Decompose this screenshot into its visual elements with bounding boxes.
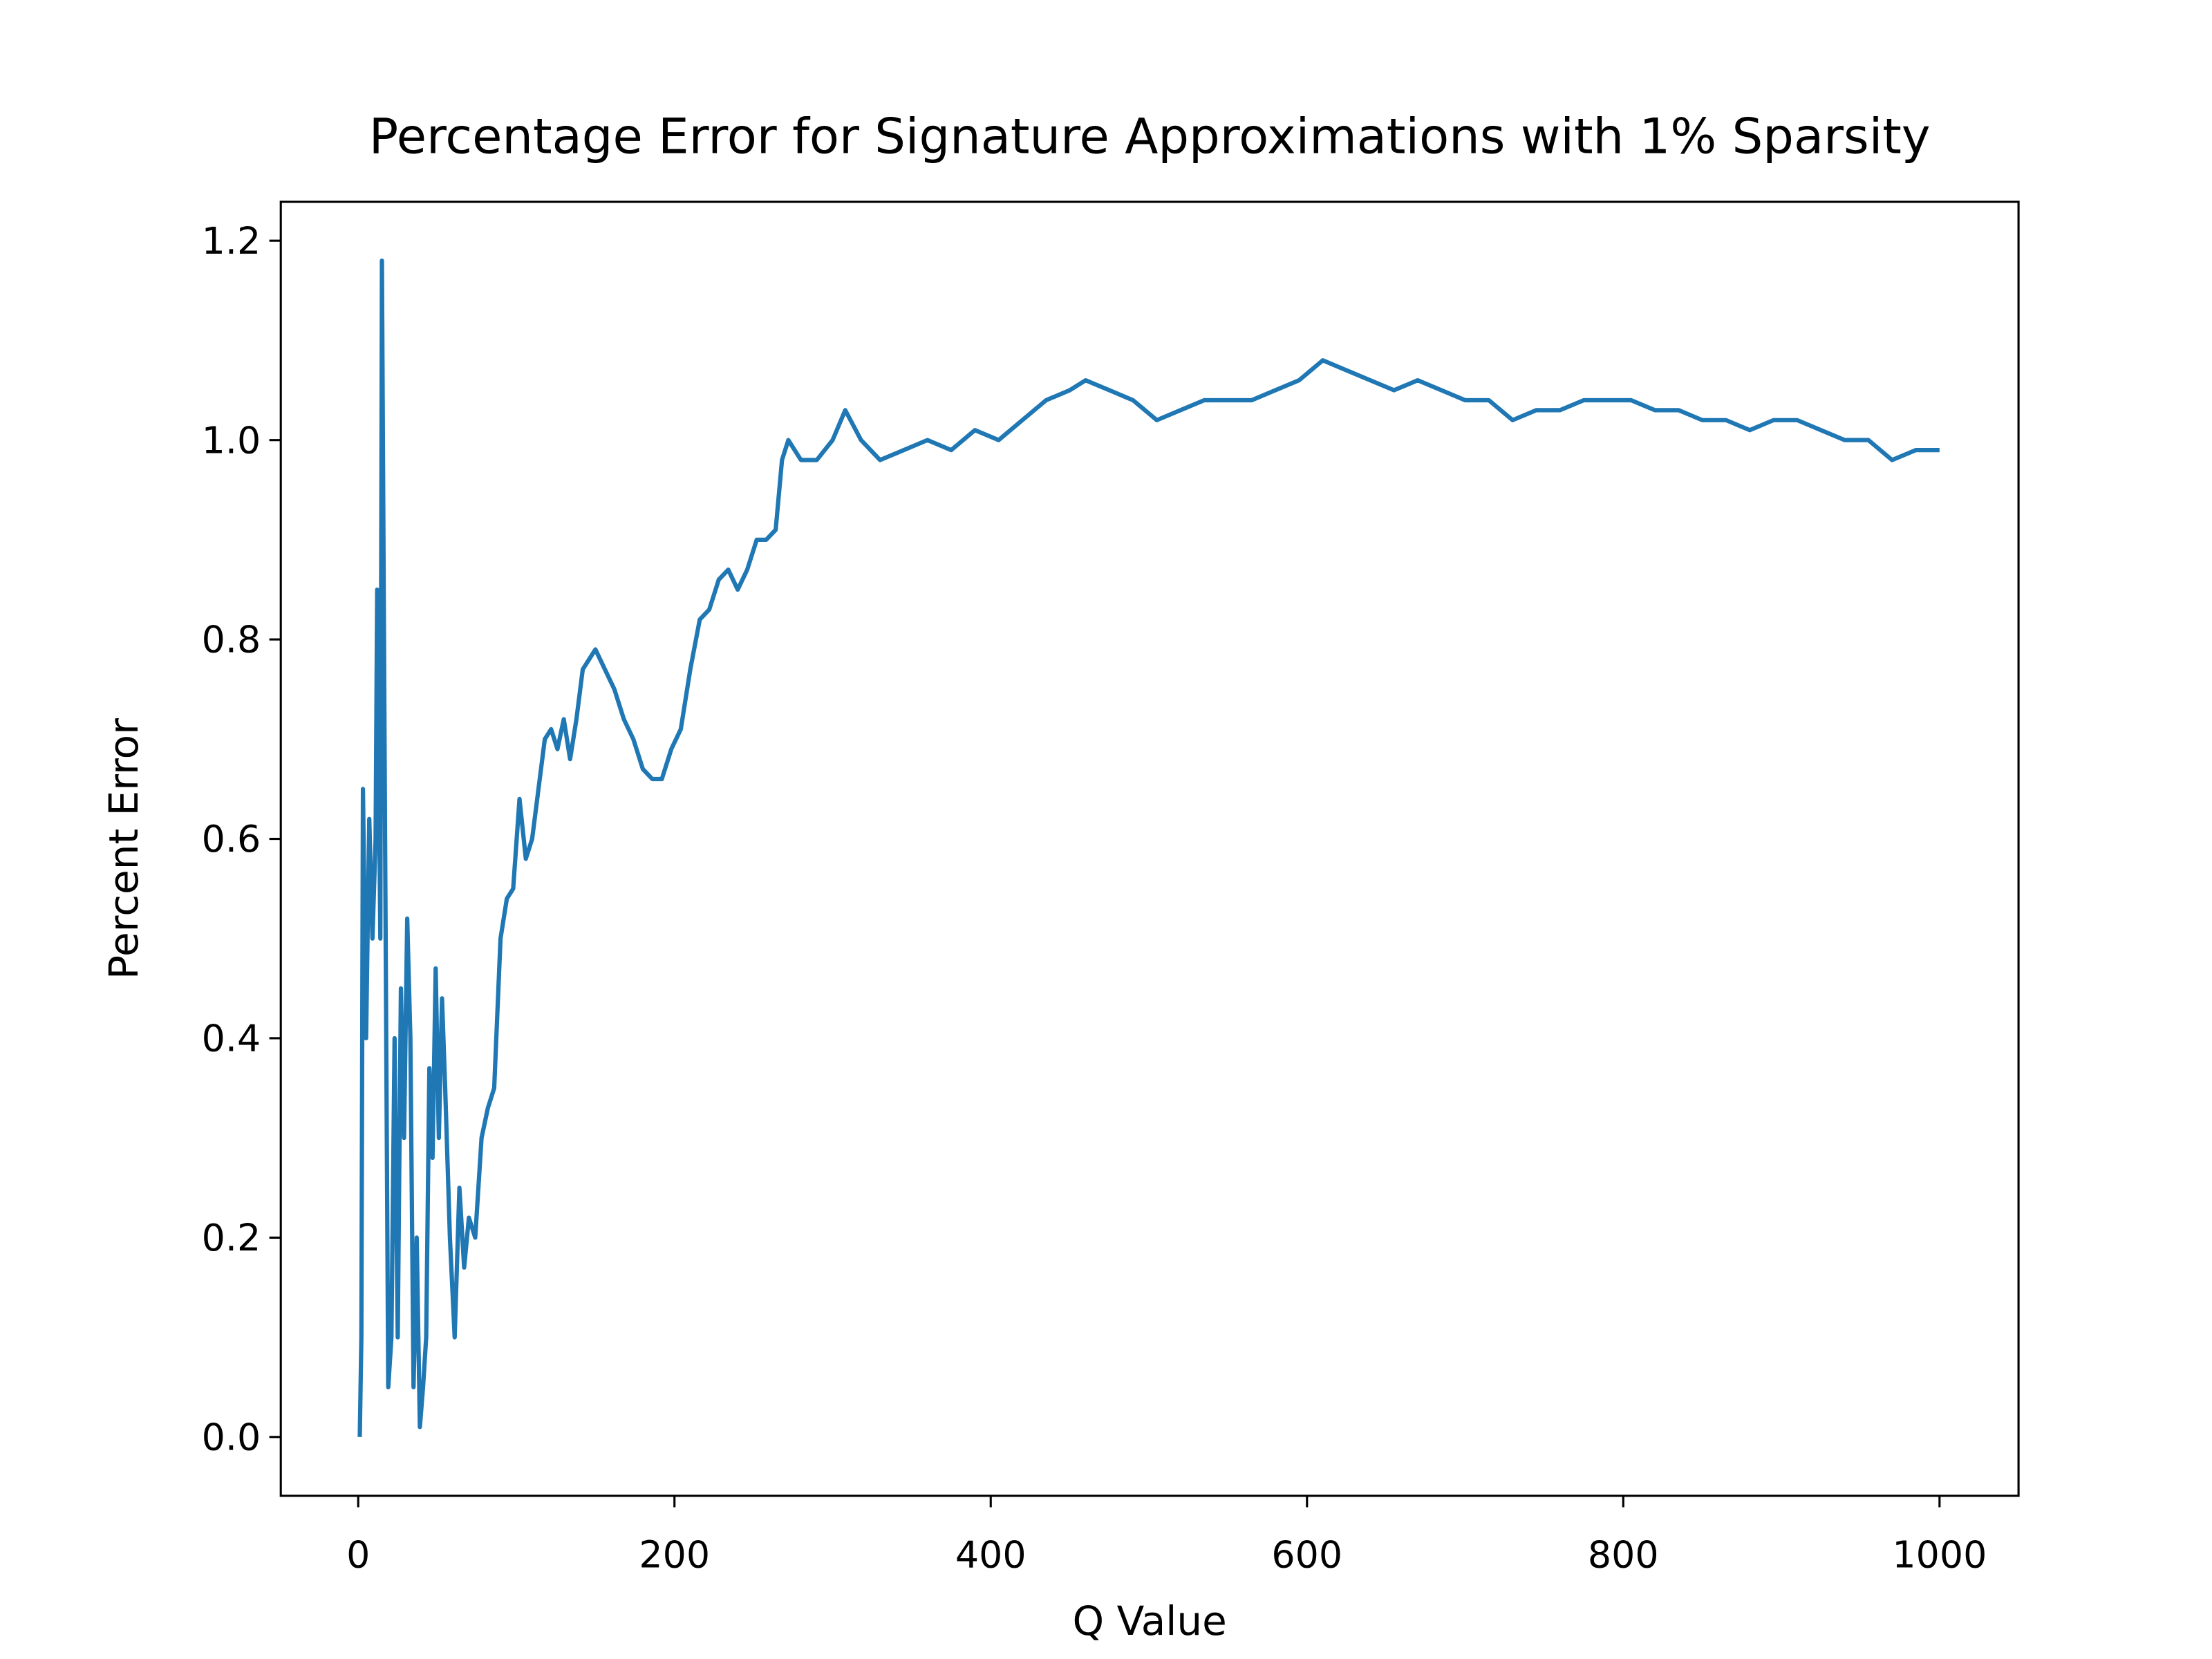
y-tick-label: 0.0 [202, 1415, 261, 1459]
x-tick-label: 200 [639, 1533, 710, 1576]
y-tick-label: 0.4 [202, 1017, 261, 1060]
y-tick-label: 0.6 [202, 817, 261, 861]
x-tick-label: 1000 [1892, 1533, 1987, 1576]
y-axis-label: Percent Error [100, 718, 147, 980]
data-line [357, 258, 1940, 1437]
y-tick-label: 0.8 [202, 618, 261, 662]
y-tick-label: 1.0 [202, 418, 261, 462]
x-axis-label: Q Value [1073, 1597, 1227, 1644]
chart-title: Percentage Error for Signature Approxima… [369, 109, 1931, 165]
y-tick-label: 0.2 [202, 1216, 261, 1259]
x-tick-label: 600 [1271, 1533, 1342, 1576]
x-tick-label: 800 [1588, 1533, 1659, 1576]
x-tick-label: 0 [346, 1533, 370, 1576]
plot-frame [279, 200, 2020, 1497]
y-tick-label: 1.2 [202, 219, 261, 263]
x-tick-label: 400 [955, 1533, 1027, 1576]
